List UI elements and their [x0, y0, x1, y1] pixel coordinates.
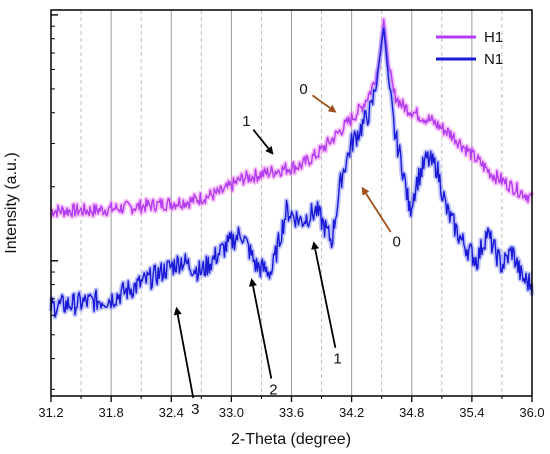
annotation-arrowhead: [361, 186, 370, 196]
annotation-arrow: [176, 314, 195, 399]
series-layer: [48, 16, 535, 320]
x-tick-label: 31.8: [98, 405, 123, 420]
annotation-arrowhead: [311, 241, 320, 250]
x-tick-label: 36.0: [519, 405, 544, 420]
x-tick-label: 32.4: [159, 405, 184, 420]
x-tick-label: 33.6: [279, 405, 304, 420]
annotation-label: 1: [242, 113, 250, 130]
y-axis-ticks: [51, 14, 58, 390]
legend-label-h1: H1: [484, 29, 503, 46]
legend: H1 N1: [436, 29, 503, 68]
x-axis: 31.2 31.8 32.4 33.0 33.6 34.2 34.8 35.4 36.0: [38, 396, 545, 420]
annotation-label: 2: [269, 381, 277, 398]
annotation-label: 0: [393, 233, 401, 250]
x-axis-title: 2-Theta (degree): [231, 431, 351, 448]
series-h1-line: [50, 18, 533, 218]
x-tick-label: 34.2: [339, 405, 364, 420]
annotation-arrowhead: [173, 306, 182, 316]
annotation-arrow: [314, 248, 337, 349]
annotation-arrowhead: [327, 104, 337, 113]
x-tick-label: 33.0: [219, 405, 244, 420]
annotation-label: 3: [191, 401, 199, 418]
annotation-arrowhead: [249, 278, 257, 287]
x-tick-label: 34.8: [399, 405, 424, 420]
x-tick-label: 31.2: [38, 405, 63, 420]
x-tick-label: 35.4: [459, 405, 484, 420]
annotation-arrow: [252, 129, 270, 150]
annotation-layer: 1 0 0 1 2 3: [173, 81, 401, 418]
annotation-label: 0: [299, 81, 307, 98]
series-n1-line: [50, 27, 533, 318]
annotation-arrow: [311, 94, 331, 109]
annotation-label: 1: [333, 351, 341, 368]
annotation-arrowhead: [265, 146, 274, 155]
y-axis-title: Intensity (a.u.): [3, 152, 20, 253]
annotation-arrow: [365, 193, 392, 233]
legend-label-n1: N1: [484, 51, 503, 68]
annotation-arrow: [252, 285, 273, 379]
